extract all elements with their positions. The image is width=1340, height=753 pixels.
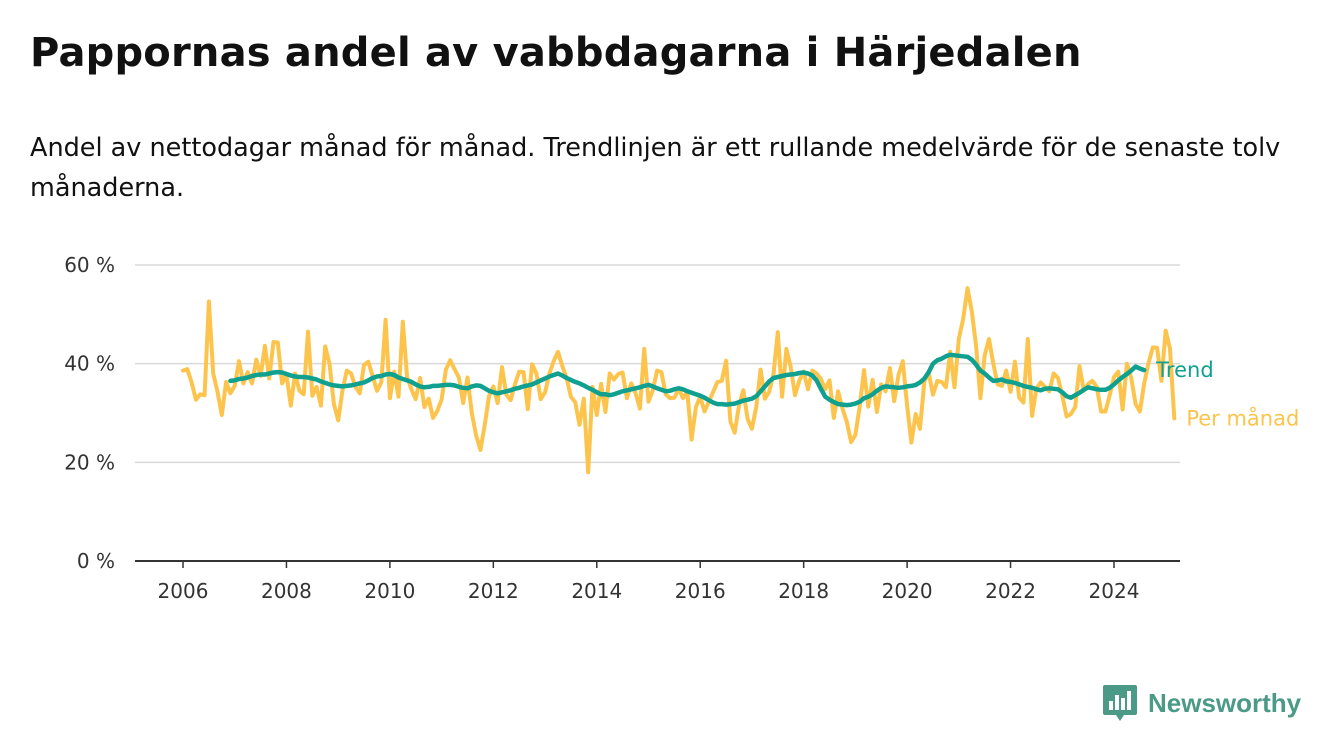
series-lines <box>181 286 1177 475</box>
x-tick-label: 2024 <box>1089 579 1140 603</box>
x-tick-label: 2016 <box>675 579 726 603</box>
x-tick-label: 2006 <box>158 579 209 603</box>
y-tick-label: 20 % <box>64 450 115 474</box>
x-tick-label: 2008 <box>261 579 312 603</box>
series-line-trend <box>228 352 1147 408</box>
x-axis: 2006 2008 2010 2012 2014 2016 2018 2020 2022 2024 <box>135 560 1180 603</box>
y-tick-label: 40 % <box>64 352 115 376</box>
gridlines <box>135 264 1180 464</box>
y-tick-label: 60 % <box>64 253 115 277</box>
x-tick-label: 2022 <box>985 579 1036 603</box>
x-tick-label: 2010 <box>364 579 415 603</box>
brand-name: Newsworthy <box>1148 687 1302 718</box>
newsworthy-chart-icon <box>1103 685 1137 721</box>
chart-subtitle: Andel av nettodagar månad för månad. Tre… <box>30 133 1281 203</box>
series-label-per-manad: Per månad <box>1186 405 1299 430</box>
series-labels: Per månad Trend <box>1155 358 1299 430</box>
x-tick-label: 2020 <box>882 579 933 603</box>
y-axis-tick-labels: 0 % 20 % 40 % 60 % <box>64 253 115 573</box>
series-label-trend: Trend <box>1155 358 1213 382</box>
x-tick-label: 2014 <box>571 579 622 603</box>
x-tick-label: 2018 <box>778 579 829 603</box>
series-line-per-manad <box>181 286 1177 475</box>
chart-title: Pappornas andel av vabbdagarna i Härjeda… <box>30 30 1082 76</box>
x-tick-label: 2012 <box>468 579 519 603</box>
newsworthy-logo: Newsworthy <box>1102 683 1301 723</box>
y-tick-label: 0 % <box>77 549 115 573</box>
